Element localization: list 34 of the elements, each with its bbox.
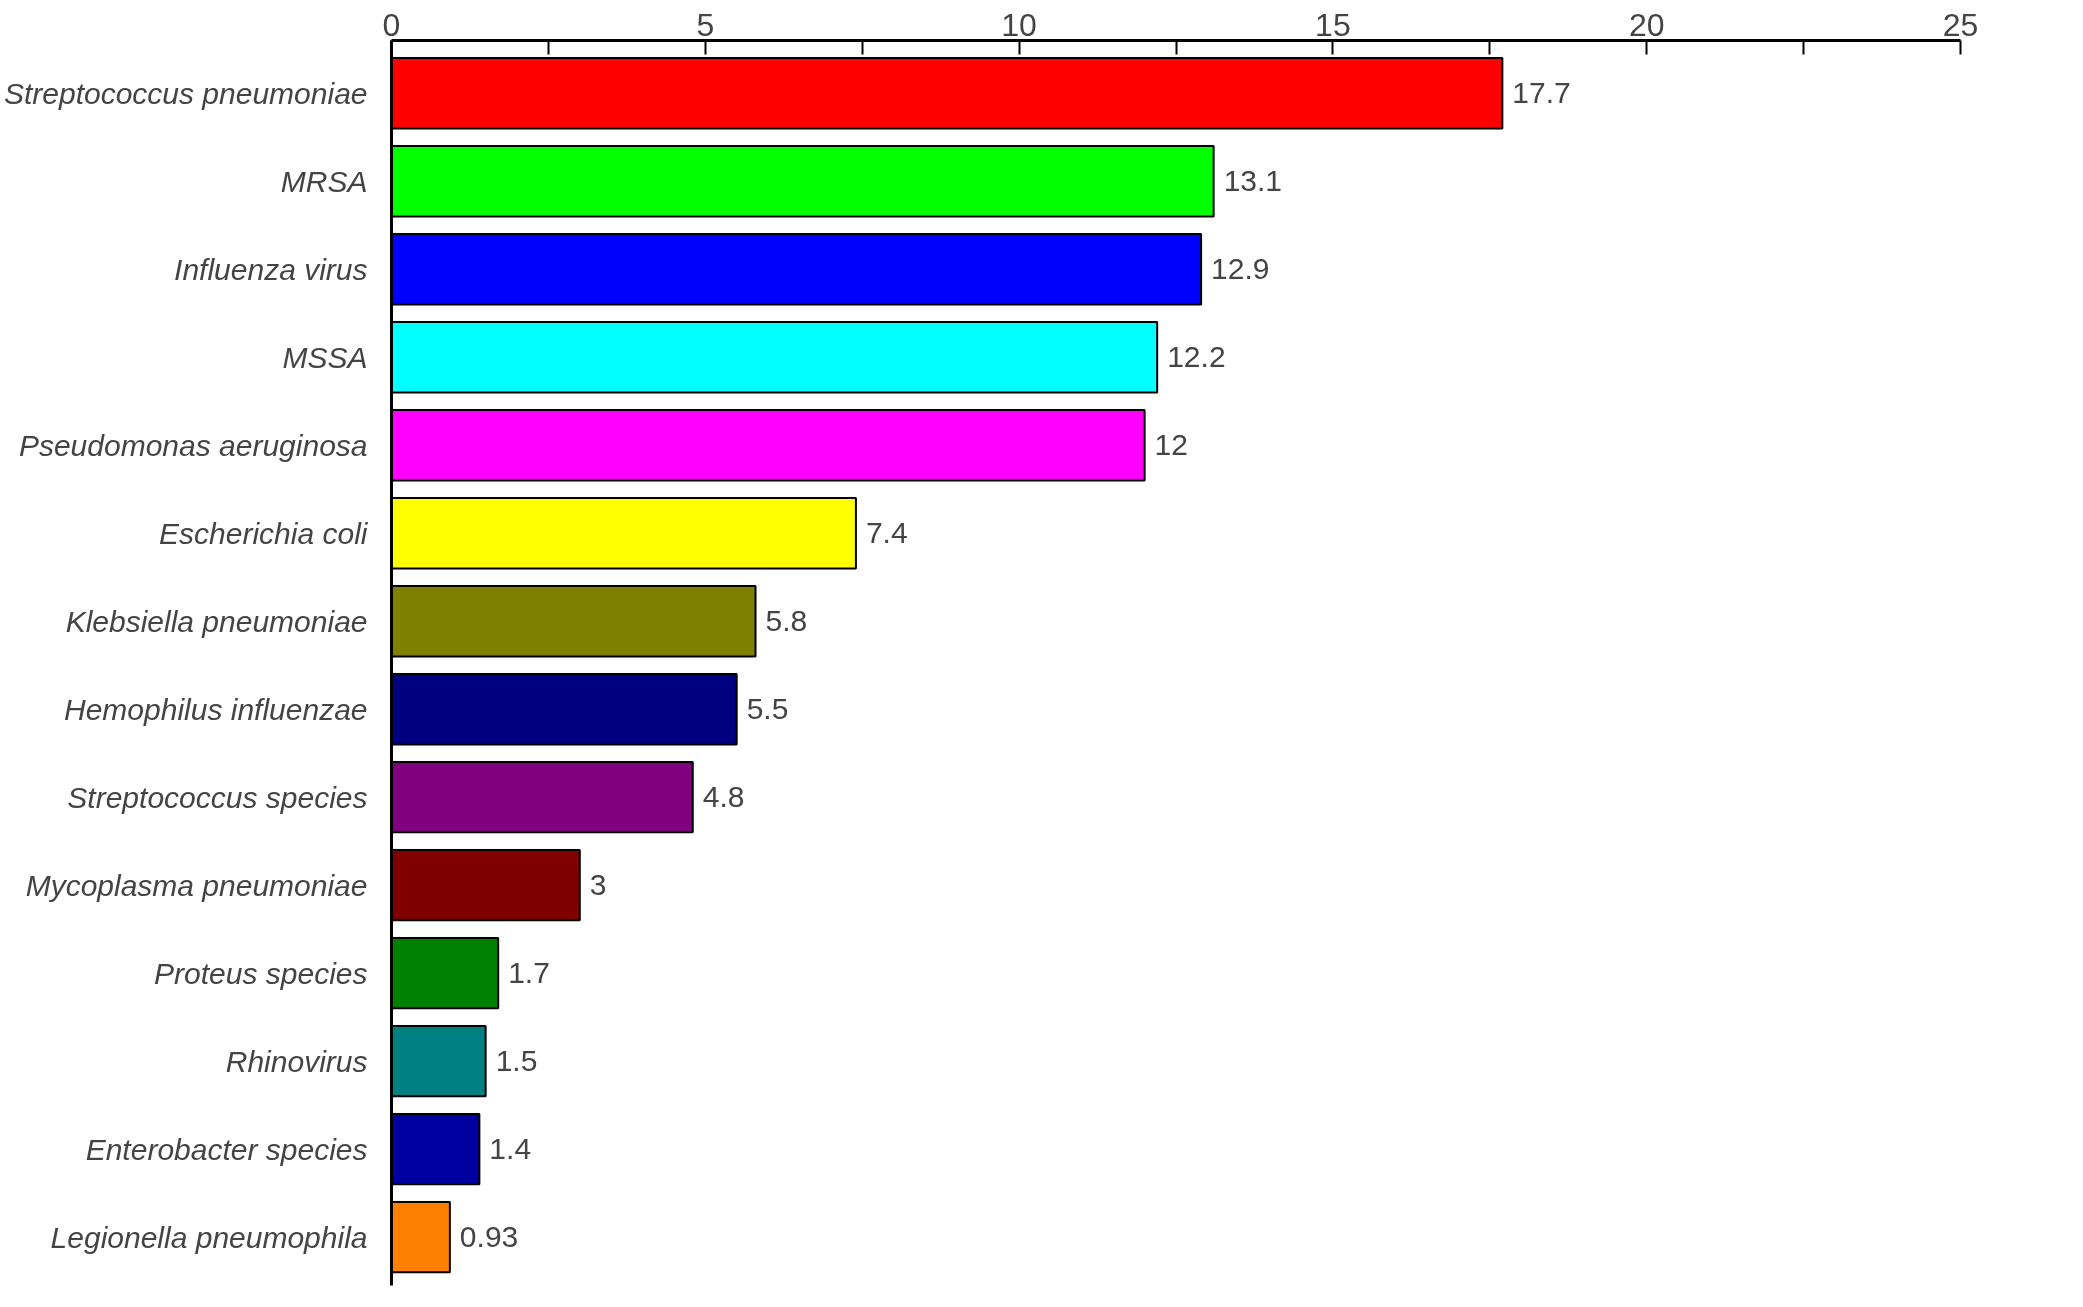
data-label: 7.4: [865, 516, 908, 550]
y-tick-label: MSSA: [282, 340, 368, 374]
data-label: 1.7: [508, 956, 550, 990]
data-label: 0.93: [459, 1220, 519, 1254]
y-tick-label: Escherichia coli: [159, 516, 369, 550]
y-tick-label: Hemophilus influenzae: [63, 692, 368, 726]
x-tick-label: 0: [382, 6, 401, 43]
data-label: 17.7: [1512, 76, 1571, 110]
data-label: 1.5: [495, 1044, 538, 1078]
data-label: 12.9: [1211, 252, 1270, 286]
x-tick-label: 15: [1315, 6, 1351, 43]
data-label: 12: [1154, 428, 1188, 462]
x-tick-label: 20: [1628, 6, 1665, 43]
y-tick-label: MRSA: [280, 164, 368, 198]
y-tick-label: Enterobacter species: [85, 1132, 368, 1166]
data-label: 4.8: [702, 780, 745, 814]
y-tick-label: Pseudomonas aeruginosa: [18, 428, 368, 462]
x-tick-label: 25: [1942, 6, 1979, 43]
y-tick-label: Streptococcus species: [67, 780, 368, 814]
x-tick-label: 5: [696, 6, 715, 43]
x-tick-label: 10: [1001, 6, 1037, 43]
y-tick-label: Streptococcus pneumoniae: [3, 76, 368, 110]
y-tick-label: Rhinovirus: [225, 1044, 368, 1078]
data-label: 13.1: [1223, 164, 1283, 198]
data-label: 12.2: [1167, 340, 1226, 374]
data-label: 1.4: [489, 1132, 532, 1166]
data-label: 5.8: [765, 604, 808, 638]
data-label: 3: [589, 868, 607, 902]
y-tick-label: Mycoplasma pneumoniae: [25, 868, 368, 902]
data-label: 5.5: [746, 692, 789, 726]
y-tick-label: Influenza virus: [174, 252, 368, 286]
y-tick-label: Legionella pneumophila: [50, 1220, 368, 1254]
y-tick-label: Proteus species: [154, 956, 368, 990]
y-tick-label: Klebsiella pneumoniae: [65, 604, 368, 638]
